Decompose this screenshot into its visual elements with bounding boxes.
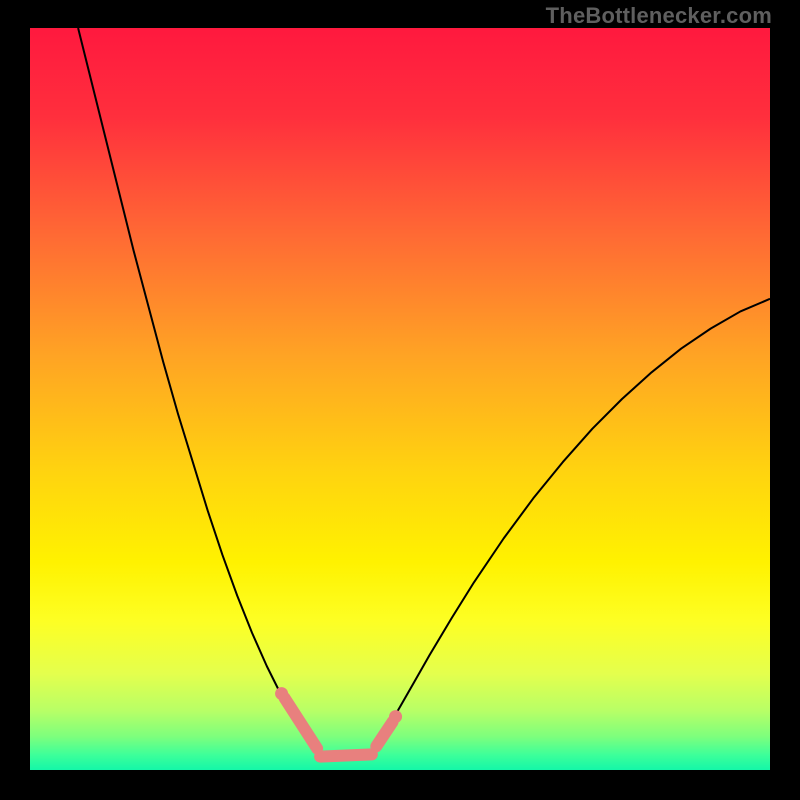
marker-segment-bottom (320, 754, 372, 756)
marker-dot-1 (389, 710, 402, 723)
gradient-background (30, 28, 770, 770)
marker-dot-0 (275, 687, 288, 700)
chart-frame: TheBottlenecker.com (0, 0, 800, 800)
plot-area (30, 28, 770, 770)
plot-svg (30, 28, 770, 770)
watermark-label: TheBottlenecker.com (546, 3, 772, 29)
